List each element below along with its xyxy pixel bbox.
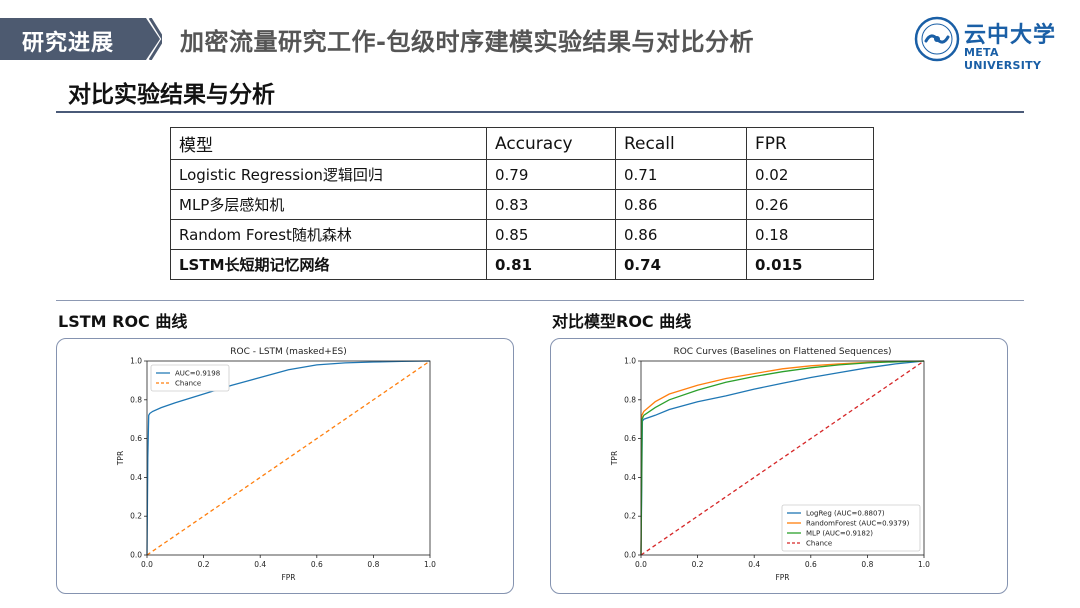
slide-title: 加密流量研究工作-包级时序建模实验结果与对比分析 — [180, 28, 754, 56]
header-recall: Recall — [615, 127, 747, 160]
section-tag-shape — [0, 18, 162, 60]
title-divider — [56, 111, 1024, 113]
plot-frame — [640, 360, 925, 556]
legend-box — [781, 504, 921, 552]
x-tick-label: 0.0 — [635, 560, 647, 569]
y-tick-label: 0.0 — [624, 551, 636, 560]
cell-recall: 0.74 — [615, 249, 747, 280]
cell-recall: 0.71 — [615, 159, 747, 190]
section-tag: 研究进展 — [0, 18, 162, 60]
cell-fpr: 0.18 — [746, 219, 874, 250]
x-tick-label: 1.0 — [424, 560, 436, 569]
cell-accuracy: 0.79 — [486, 159, 616, 190]
lstm-roc-panel: ROC - LSTM (masked+ES) 0.0 0.2 0.4 0.6 0.8 1.0… — [56, 338, 514, 594]
table-row: Logistic Regression逻辑回归 0.79 0.71 0.02 — [170, 159, 874, 190]
legend-entry-3: Chance — [806, 540, 832, 548]
x-tick-label: 0.2 — [692, 560, 704, 569]
x-tick-label: 0.6 — [805, 560, 817, 569]
logo-chinese-name: 云中大学 — [964, 23, 1057, 48]
results-table: 模型 Accuracy Recall FPR Logistic Regressi… — [170, 127, 874, 280]
y-tick-label: 0.8 — [130, 395, 142, 404]
chart-title: ROC Curves (Baselines on Flattened Seque… — [673, 347, 891, 357]
logo-english-name: META UNIVERSITY — [964, 46, 1042, 72]
y-tick-label: 0.4 — [130, 473, 142, 482]
x-tick-label: 0.6 — [311, 560, 323, 569]
x-tick-label: 1.0 — [918, 560, 930, 569]
slide-header: 研究进展 加密流量研究工作-包级时序建模实验结果与对比分析 云中大学 META … — [0, 0, 1080, 82]
legend-entry-2: MLP (AUC=0.9182) — [806, 530, 873, 538]
y-tick-label: 0.2 — [624, 512, 636, 521]
x-tick-label: 0.2 — [198, 560, 210, 569]
x-tick-label: 0.4 — [254, 560, 266, 569]
right-panel-heading: 对比模型ROC 曲线 — [552, 312, 692, 331]
legend-entry-0: AUC=0.9198 — [175, 370, 220, 378]
cell-fpr: 0.26 — [746, 189, 874, 220]
cell-accuracy: 0.83 — [486, 189, 616, 220]
baseline-roc-chart: ROC Curves (Baselines on Flattened Seque… — [610, 347, 930, 582]
series-line-2 — [640, 360, 925, 556]
y-tick-label: 1.0 — [130, 357, 142, 366]
header-model: 模型 — [170, 127, 487, 160]
section-tag-label: 研究进展 — [22, 31, 115, 56]
cell-accuracy: 0.85 — [486, 219, 616, 250]
x-tick-label: 0.8 — [367, 560, 379, 569]
legend-box — [150, 364, 230, 392]
header-accuracy: Accuracy — [486, 127, 616, 160]
cell-accuracy: 0.81 — [486, 249, 616, 280]
cell-recall: 0.86 — [615, 219, 747, 250]
lstm-roc-chart: ROC - LSTM (masked+ES) 0.0 0.2 0.4 0.6 0.8 1.0… — [116, 347, 436, 582]
section-divider — [56, 300, 1024, 301]
university-logo: 云中大学 META UNIVERSITY — [914, 16, 1074, 72]
header-fpr: FPR — [746, 127, 874, 160]
y-tick-label: 0.4 — [624, 473, 636, 482]
section-title: 对比实验结果与分析 — [68, 82, 275, 108]
x-tick-label: 0.0 — [141, 560, 153, 569]
table-row-highlight: LSTM长短期记忆网络 0.81 0.74 0.015 — [170, 249, 874, 280]
cell-fpr: 0.015 — [746, 249, 874, 280]
series-line-0 — [640, 360, 925, 556]
y-tick-label: 0.6 — [130, 434, 142, 443]
table-header-row: 模型 Accuracy Recall FPR — [170, 127, 874, 160]
chart-title: ROC - LSTM (masked+ES) — [230, 347, 347, 357]
series-line-1 — [146, 360, 431, 556]
legend-entry-1: Chance — [175, 380, 201, 388]
series-line-3 — [640, 360, 925, 556]
baseline-roc-panel: ROC Curves (Baselines on Flattened Seque… — [550, 338, 1008, 594]
y-axis-label: TPR — [610, 451, 619, 466]
left-panel-heading: LSTM ROC 曲线 — [58, 312, 188, 331]
y-tick-label: 1.0 — [624, 357, 636, 366]
x-tick-label: 0.4 — [748, 560, 760, 569]
cell-fpr: 0.02 — [746, 159, 874, 190]
x-tick-label: 0.8 — [861, 560, 873, 569]
y-tick-label: 0.6 — [624, 434, 636, 443]
plot-frame — [146, 360, 431, 556]
y-axis-label: TPR — [116, 451, 125, 466]
legend-entry-1: RandomForest (AUC=0.9379) — [806, 520, 910, 528]
x-axis-label: FPR — [775, 573, 789, 582]
table-row: MLP多层感知机 0.83 0.86 0.26 — [170, 189, 874, 220]
cell-model: Logistic Regression逻辑回归 — [170, 159, 487, 190]
y-tick-label: 0.0 — [130, 551, 142, 560]
university-seal-icon — [914, 16, 960, 62]
y-tick-label: 0.2 — [130, 512, 142, 521]
legend-entry-0: LogReg (AUC=0.8807) — [806, 510, 885, 518]
x-axis-label: FPR — [281, 573, 295, 582]
y-tick-label: 0.8 — [624, 395, 636, 404]
cell-recall: 0.86 — [615, 189, 747, 220]
table-row: Random Forest随机森林 0.85 0.86 0.18 — [170, 219, 874, 250]
cell-model: Random Forest随机森林 — [170, 219, 487, 250]
cell-model: LSTM长短期记忆网络 — [170, 249, 487, 280]
cell-model: MLP多层感知机 — [170, 189, 487, 220]
